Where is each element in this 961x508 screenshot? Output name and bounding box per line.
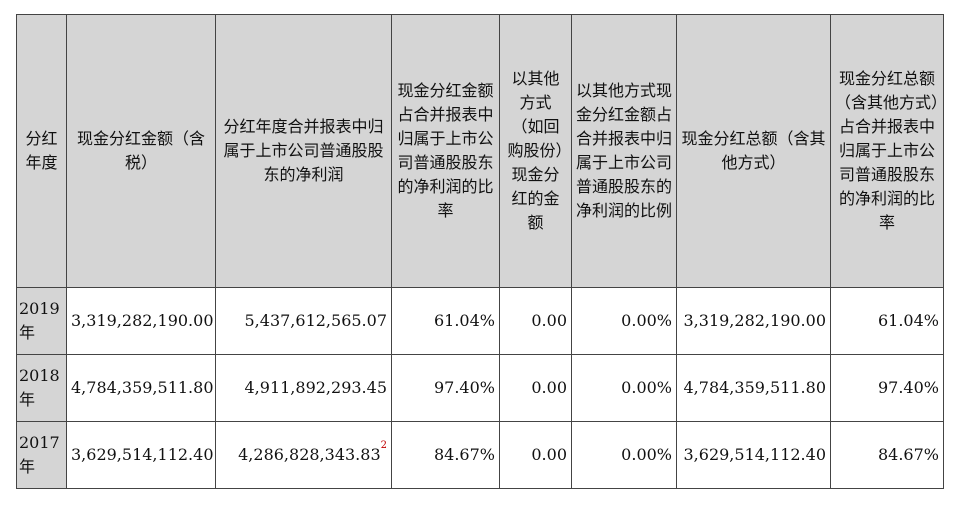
year-cell: 2017年 xyxy=(16,421,67,489)
cash-ratio-cell: 61.04% xyxy=(391,287,500,355)
table-row: 2017年 3,629,514,112.40 4,286,828,343.832… xyxy=(16,421,944,489)
other-cash-cell: 0.00 xyxy=(499,421,572,489)
total-ratio-cell: 61.04% xyxy=(830,287,944,355)
year-cell: 2019年 xyxy=(16,287,67,355)
net-profit-value: 4,286,828,343.83 xyxy=(238,445,381,464)
header-other-ratio: 以其他方式现金分红金额占合并报表中归属于上市公司普通股股东的净利润的比例 xyxy=(571,14,677,288)
cash-ratio-cell: 84.67% xyxy=(391,421,500,489)
net-profit-cell: 4,911,892,293.45 xyxy=(215,354,392,422)
header-cash-dividend: 现金分红金额（含税） xyxy=(66,14,216,288)
clipped-next-line xyxy=(16,498,943,508)
cash-ratio-cell: 97.40% xyxy=(391,354,500,422)
table-row: 2018年 4,784,359,511.80 4,911,892,293.45 … xyxy=(16,354,944,422)
total-cash-cell: 3,319,282,190.00 xyxy=(676,287,831,355)
table-row: 2019年 3,319,282,190.00 5,437,612,565.07 … xyxy=(16,287,944,355)
header-total-cash: 现金分红总额（含其他方式） xyxy=(676,14,831,288)
other-cash-cell: 0.00 xyxy=(499,287,572,355)
net-profit-cell: 5,437,612,565.07 xyxy=(215,287,392,355)
header-row: 分红年度 现金分红金额（含税） 分红年度合并报表中归属于上市公司普通股股东的净利… xyxy=(16,14,944,288)
cash-dividend-cell: 3,629,514,112.40 xyxy=(66,421,216,489)
header-total-ratio: 现金分红总额（含其他方式）占合并报表中归属于上市公司普通股股东的净利润的比率 xyxy=(830,14,944,288)
other-ratio-cell: 0.00% xyxy=(571,354,677,422)
other-ratio-cell: 0.00% xyxy=(571,421,677,489)
total-cash-cell: 3,629,514,112.40 xyxy=(676,421,831,489)
other-cash-cell: 0.00 xyxy=(499,354,572,422)
total-ratio-cell: 97.40% xyxy=(830,354,944,422)
net-profit-cell: 4,286,828,343.832 xyxy=(215,421,392,489)
total-ratio-cell: 84.67% xyxy=(830,421,944,489)
header-other-cash: 以其他方式（如回购股份）现金分红的金额 xyxy=(499,14,572,288)
year-cell: 2018年 xyxy=(16,354,67,422)
footnote-marker[interactable]: 2 xyxy=(380,440,387,451)
other-ratio-cell: 0.00% xyxy=(571,287,677,355)
total-cash-cell: 4,784,359,511.80 xyxy=(676,354,831,422)
header-cash-ratio: 现金分红金额占合并报表中归属于上市公司普通股股东的净利润的比率 xyxy=(391,14,500,288)
cash-dividend-cell: 3,319,282,190.00 xyxy=(66,287,216,355)
dividend-table: 分红年度 现金分红金额（含税） 分红年度合并报表中归属于上市公司普通股股东的净利… xyxy=(16,14,944,489)
cash-dividend-cell: 4,784,359,511.80 xyxy=(66,354,216,422)
header-year: 分红年度 xyxy=(16,14,67,288)
header-net-profit: 分红年度合并报表中归属于上市公司普通股股东的净利润 xyxy=(215,14,392,288)
